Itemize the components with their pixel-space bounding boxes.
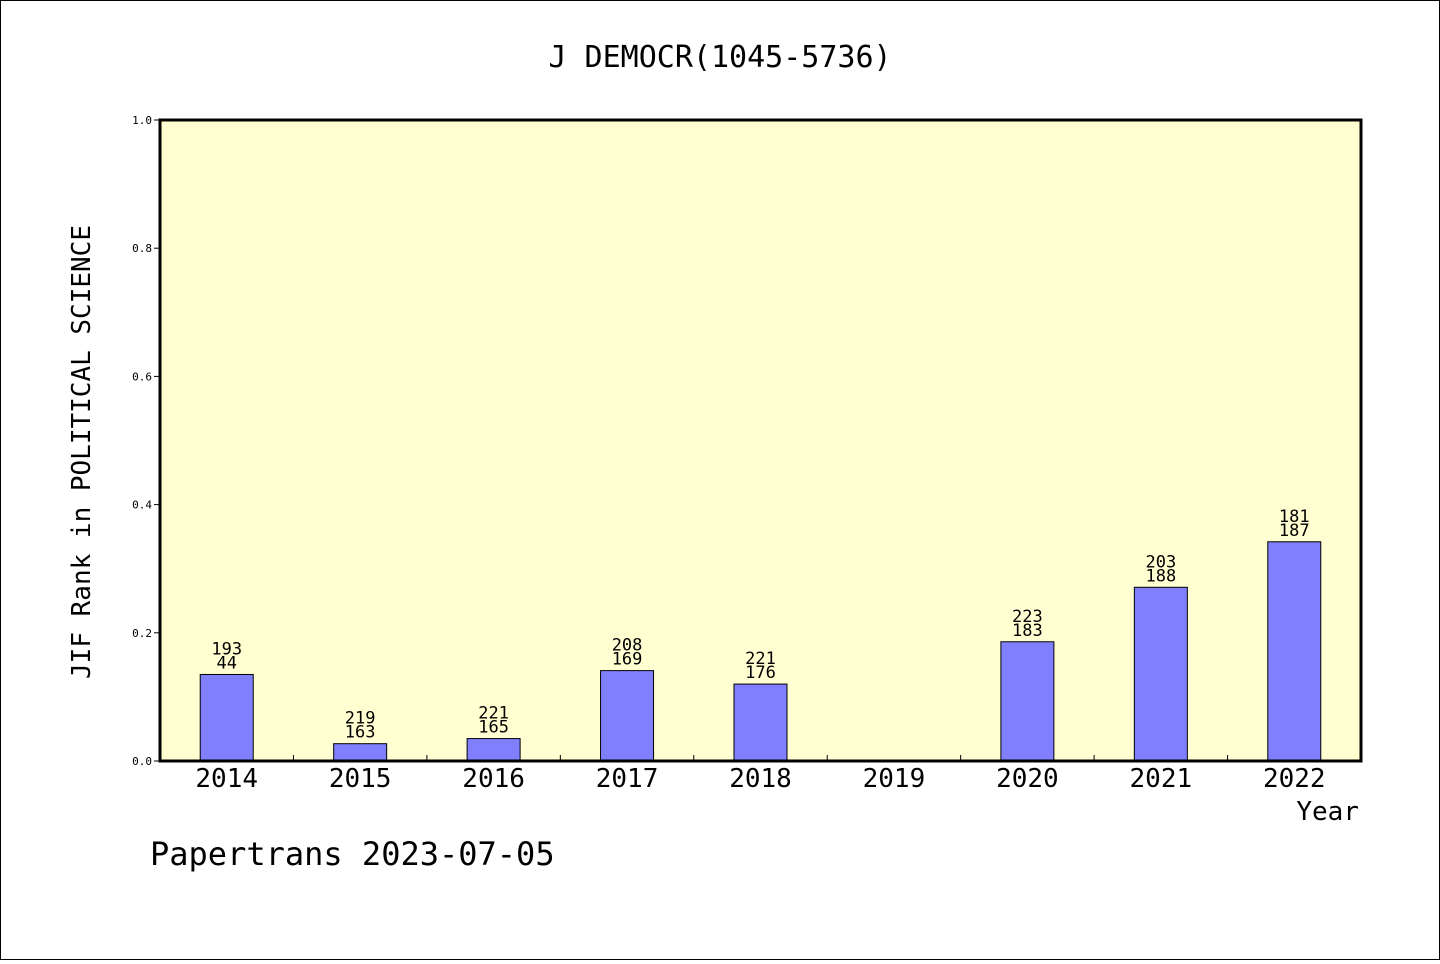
x-tick-label-2018: 2018 bbox=[729, 764, 792, 794]
bar-2022 bbox=[1267, 541, 1322, 762]
bar-label-bottom-2016: 165 bbox=[478, 718, 509, 738]
bar-label-top-2021: 203 bbox=[1145, 552, 1176, 572]
x-tick-label-2020: 2020 bbox=[996, 764, 1059, 794]
bar-label-bottom-2022: 187 bbox=[1279, 521, 1310, 541]
bar-label-top-2016: 221 bbox=[478, 704, 509, 724]
bar-label-bottom-2015: 163 bbox=[345, 723, 376, 743]
y-tick-label-0: 0.0 bbox=[132, 755, 152, 768]
bar-label-top-2022: 181 bbox=[1279, 507, 1310, 527]
bar-2015 bbox=[333, 743, 388, 762]
bar-label-top-2020: 223 bbox=[1012, 607, 1043, 627]
x-tick-label-2014: 2014 bbox=[195, 764, 258, 794]
y-tick-label-2: 0.4 bbox=[132, 499, 152, 512]
x-tick-label-2021: 2021 bbox=[1130, 764, 1193, 794]
bar-2021 bbox=[1133, 586, 1188, 762]
bar-label-top-2015: 219 bbox=[345, 709, 376, 729]
x-axis: 2014 2015 2016 2017 2018 2019 2020 2021 2022 bbox=[195, 755, 1326, 794]
x-tick-label-2017: 2017 bbox=[596, 764, 659, 794]
x-tick-label-2016: 2016 bbox=[462, 764, 525, 794]
y-tick-label-1: 0.2 bbox=[132, 627, 152, 640]
y-tick-label-3: 0.6 bbox=[132, 370, 152, 383]
x-tick-label-2019: 2019 bbox=[863, 764, 926, 794]
footer-credit: Papertrans 2023-07-05 bbox=[150, 835, 555, 873]
bar-label-bottom-2021: 188 bbox=[1145, 566, 1176, 586]
x-axis-label: Year bbox=[1296, 797, 1359, 827]
bar-2016 bbox=[466, 738, 521, 762]
plot-border bbox=[158, 118, 1363, 763]
bar-2014 bbox=[199, 673, 254, 762]
y-tick-label-4: 0.8 bbox=[132, 242, 152, 255]
bar-2018 bbox=[733, 683, 788, 762]
y-tick-label-5: 1.0 bbox=[132, 114, 152, 127]
bars bbox=[199, 541, 1322, 762]
bar-label-top-2018: 221 bbox=[745, 649, 776, 669]
y-axis-label: JIF Rank in POLITICAL SCIENCE bbox=[67, 225, 97, 679]
bar-label-bottom-2014: 44 bbox=[216, 653, 236, 673]
bar-label-bottom-2018: 176 bbox=[745, 663, 776, 683]
bar-label-bottom-2017: 169 bbox=[612, 650, 643, 670]
bar-label-top-2014: 193 bbox=[211, 639, 242, 659]
bar-2020 bbox=[1000, 641, 1055, 762]
x-tick-label-2015: 2015 bbox=[329, 764, 392, 794]
x-tick-label-2022: 2022 bbox=[1263, 764, 1326, 794]
chart-title: J DEMOCR(1045-5736) bbox=[548, 40, 891, 75]
y-axis: 0.0 0.2 0.4 0.6 0.8 1.0 bbox=[132, 114, 160, 768]
bar-2017 bbox=[600, 670, 655, 762]
bar-label-bottom-2020: 183 bbox=[1012, 621, 1043, 641]
bar-label-top-2017: 208 bbox=[612, 636, 643, 656]
